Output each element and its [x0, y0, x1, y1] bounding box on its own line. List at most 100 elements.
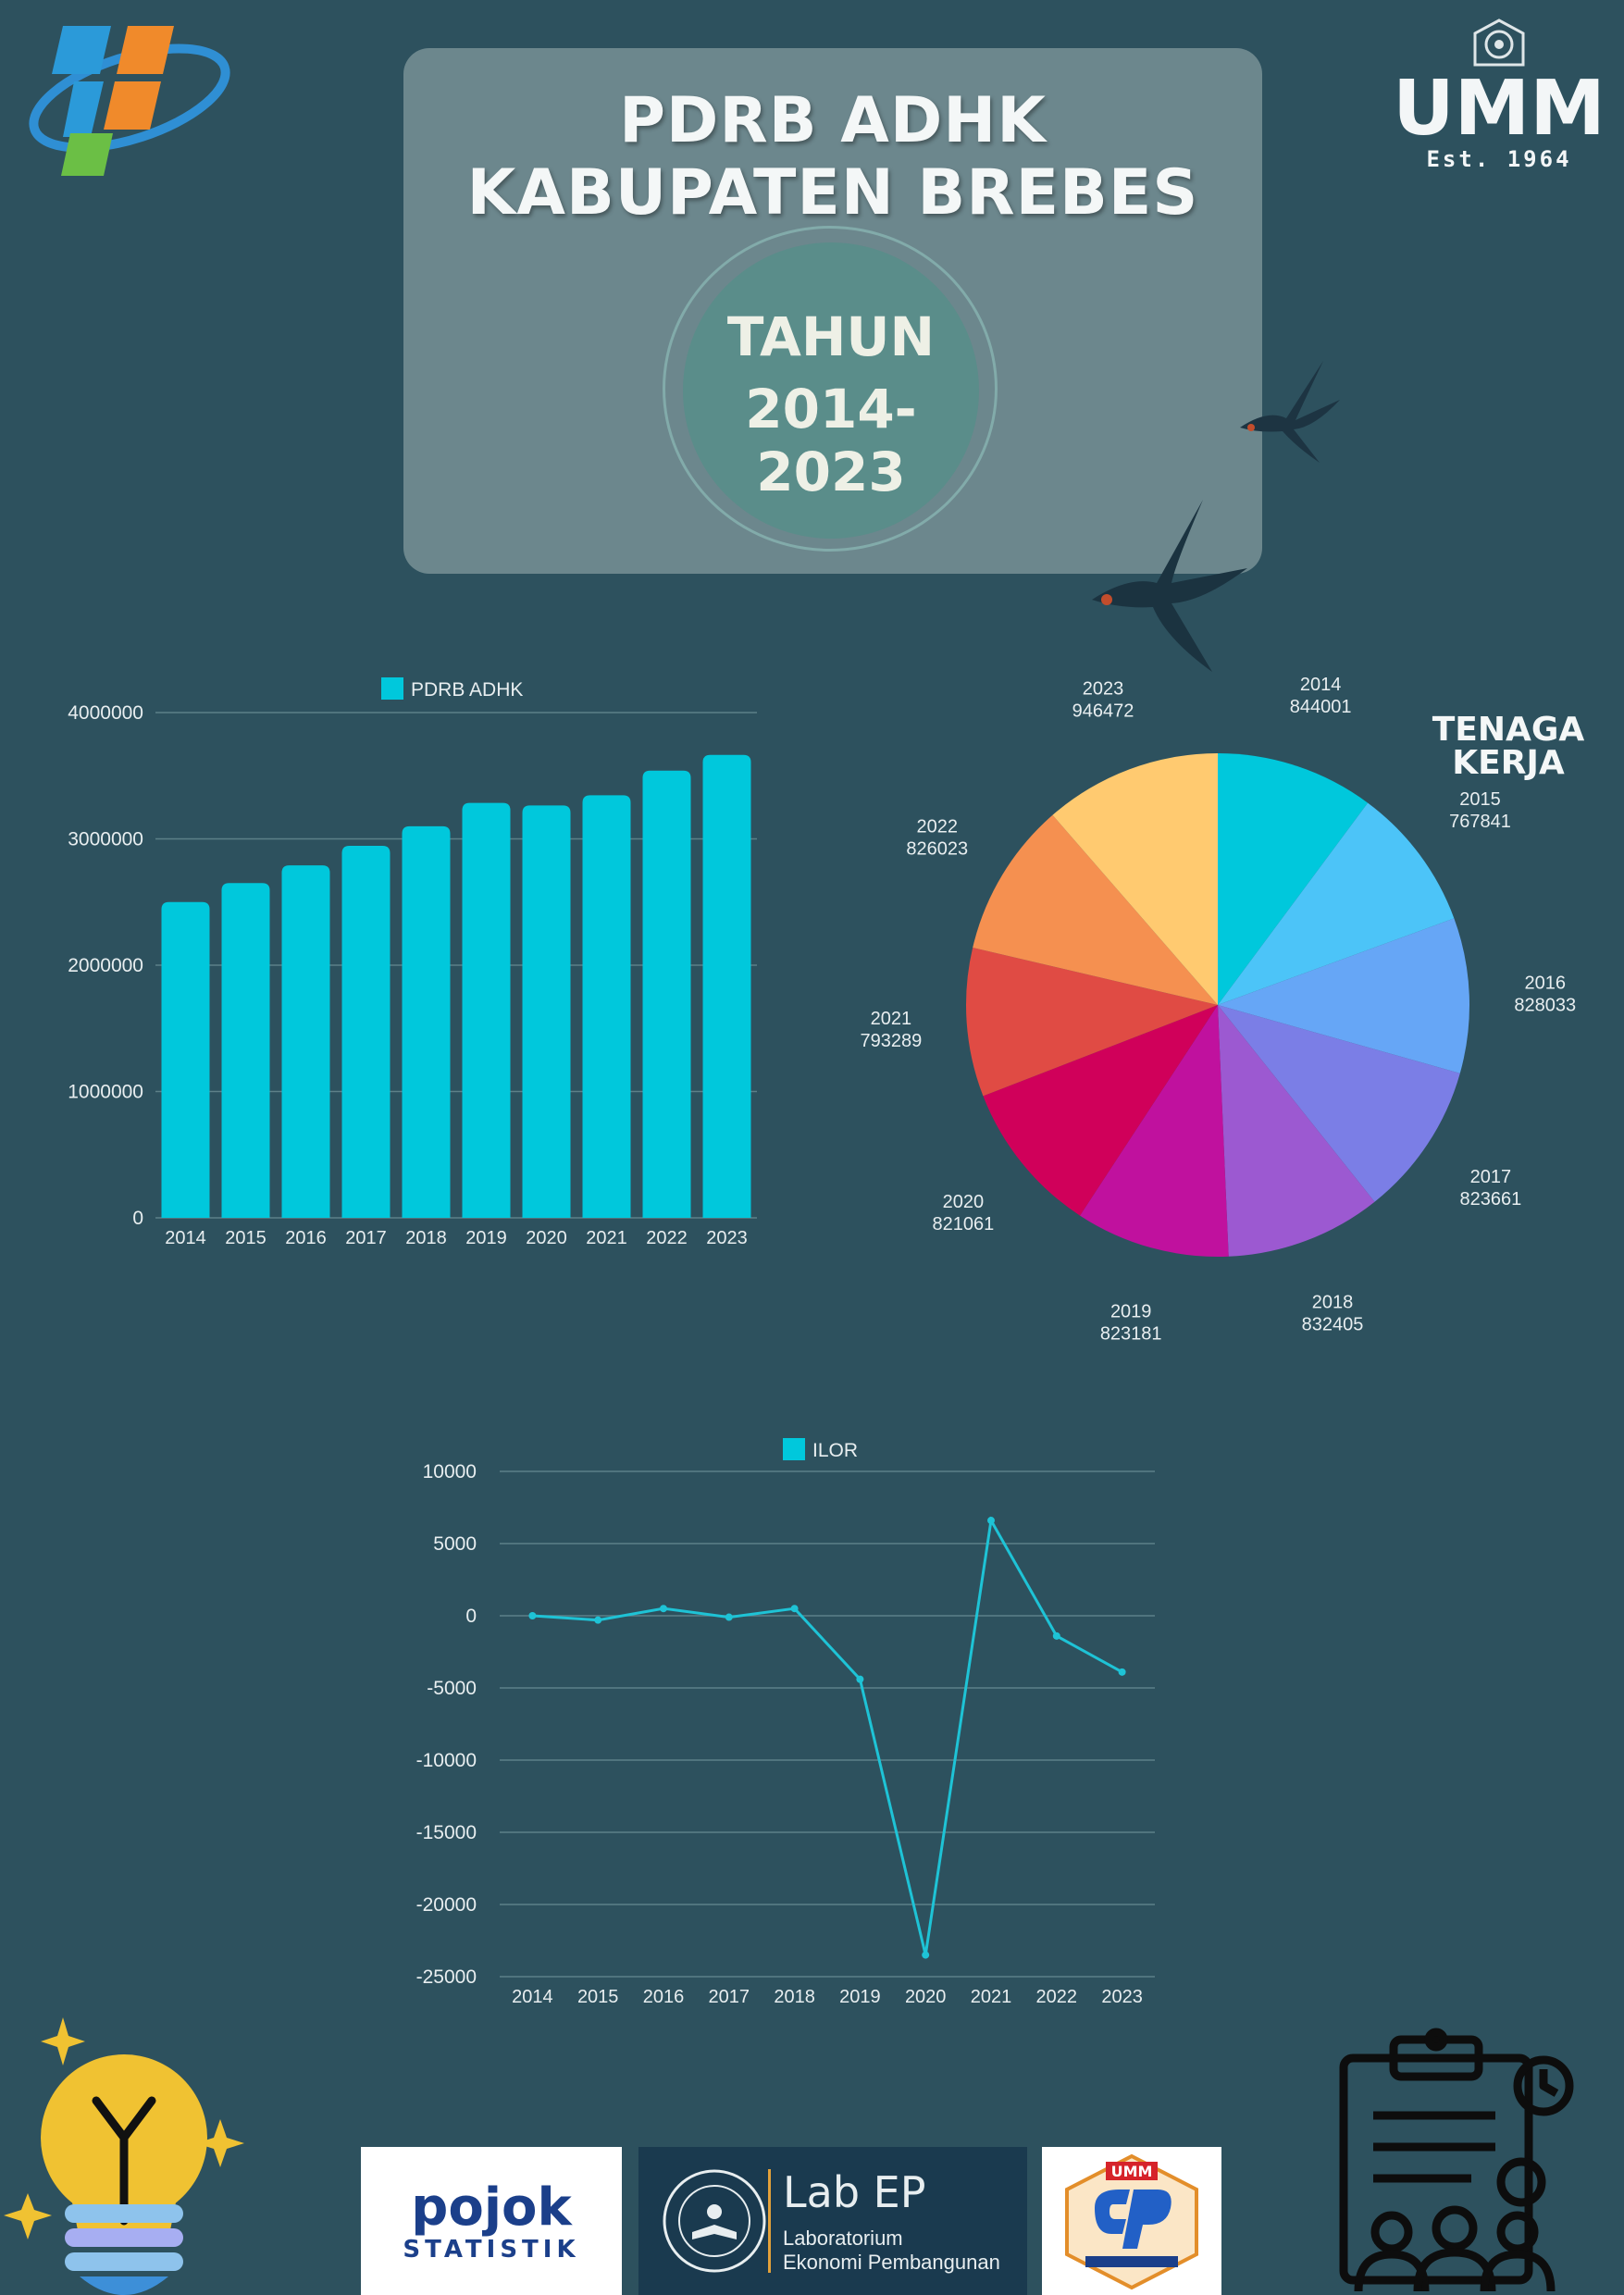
title-line-2: KABUPATEN BREBES [466, 156, 1199, 230]
pojok-logo-word: pojok [411, 2177, 572, 2238]
umm-established: Est. 1964 [1426, 146, 1572, 172]
ilor-data-point [856, 1675, 864, 1683]
bar-x-tick-label: 2023 [706, 1228, 748, 1248]
pie-slice-value-label: 823181 [1100, 1323, 1162, 1344]
bar-y-tick-label: 1000000 [68, 1082, 143, 1103]
clipboard-team-icon [1339, 2028, 1574, 2292]
line-y-tick-label: -20000 [416, 1894, 477, 1916]
pie-slice-value-label: 844001 [1290, 697, 1352, 717]
bar [221, 883, 270, 1218]
line-legend-label: ILOR [812, 1440, 858, 1461]
pie-slice-year-label: 2015 [1459, 789, 1501, 810]
lab-brand: Lab EP [783, 2167, 926, 2217]
bps-logo [29, 26, 230, 176]
bar-y-tick-label: 2000000 [68, 955, 143, 976]
pie-heading-line-2: KERJA [1452, 744, 1565, 782]
line-x-tick-label: 2016 [643, 1987, 685, 2007]
pie-slice-value-label: 793289 [860, 1031, 922, 1051]
pie-slice [983, 1005, 1218, 1216]
title-line-1: PDRB ADHK [619, 84, 1047, 157]
lab-divider [768, 2169, 771, 2273]
bar [161, 901, 210, 1218]
umm-logo: UMM Est. 1964 [1388, 15, 1610, 172]
pie-slice [1218, 1005, 1460, 1202]
bar [281, 865, 330, 1218]
pie-slice-value-label: 823661 [1459, 1189, 1521, 1210]
pie-slice-value-label: 826023 [906, 838, 968, 859]
line-x-tick-label: 2023 [1101, 1987, 1143, 2007]
line-x-tick-label: 2014 [512, 1987, 553, 2007]
bar-x-tick-label: 2021 [586, 1228, 627, 1248]
ilor-data-point [1052, 1631, 1060, 1640]
ilor-data-point [790, 1605, 799, 1613]
bar [582, 795, 631, 1218]
line-x-tick-label: 2019 [839, 1987, 881, 2007]
page-title: PDRB ADHK KABUPATEN BREBES [403, 85, 1262, 230]
year-ring [663, 226, 998, 552]
umm-seal-icon [1473, 19, 1525, 67]
line-x-tick-label: 2021 [971, 1987, 1012, 2007]
bar [522, 805, 571, 1218]
ilor-data-point [528, 1612, 537, 1619]
pie-slice-year-label: 2019 [1110, 1301, 1152, 1321]
pie-slice-value-label: 821061 [933, 1214, 995, 1234]
bar-legend-label: PDRB ADHK [411, 679, 523, 701]
ilor-data-point [987, 1517, 995, 1525]
pie-slice-year-label: 2022 [917, 816, 959, 837]
line-x-tick-label: 2020 [905, 1987, 947, 2007]
pie-slice-year-label: 2017 [1470, 1167, 1512, 1187]
bar-legend-swatch [381, 677, 403, 700]
pie-slice-value-label: 767841 [1449, 812, 1511, 832]
pie-slice [966, 947, 1218, 1097]
bar-x-tick-label: 2020 [526, 1228, 567, 1248]
ep-badge-icon: UMM [1065, 2153, 1198, 2290]
line-y-tick-label: -25000 [416, 1966, 477, 1988]
pie-slice [1052, 753, 1218, 1005]
ilor-series-line [532, 1516, 1123, 1955]
line-y-tick-label: 5000 [433, 1533, 477, 1555]
line-y-tick-label: -15000 [416, 1822, 477, 1843]
lab-ep-logo: Lab EP Laboratorium Ekonomi Pembangunan [638, 2147, 1027, 2295]
lab-line-1: Laboratorium [783, 2227, 903, 2250]
ep-umm-logo: UMM [1042, 2147, 1221, 2295]
bar [642, 770, 691, 1218]
pie-slice-year-label: 2023 [1083, 678, 1124, 699]
pie-slice [1218, 753, 1369, 1005]
lightbulb-icon [4, 2017, 244, 2295]
bar [462, 802, 511, 1218]
line-x-tick-label: 2017 [709, 1987, 750, 2007]
bar [402, 825, 451, 1218]
line-y-tick-label: 0 [465, 1606, 477, 1627]
line-x-tick-label: 2022 [1036, 1987, 1078, 2007]
line-legend-swatch [783, 1438, 805, 1460]
bar-x-tick-label: 2015 [225, 1228, 267, 1248]
line-y-tick-label: 10000 [423, 1461, 477, 1482]
lab-line-2: Ekonomi Pembangunan [783, 2251, 1000, 2274]
ilor-data-point [660, 1605, 667, 1613]
ilor-data-point [725, 1613, 733, 1621]
bar-x-tick-label: 2022 [646, 1228, 688, 1248]
bar-x-tick-label: 2014 [165, 1228, 206, 1248]
pie-slice-value-label: 946472 [1072, 701, 1134, 721]
ilor-data-point [1118, 1668, 1126, 1676]
ilor-data-point [922, 1951, 930, 1959]
ilor-data-point [594, 1616, 602, 1624]
period-range: 2014-2023 [745, 378, 917, 503]
pie-slice-year-label: 2021 [871, 1009, 912, 1029]
pojok-statistik-logo: pojok STATISTIK [361, 2147, 622, 2295]
statistik-logo-word: STATISTIK [403, 2236, 580, 2264]
pie-slice-year-label: 2016 [1524, 973, 1566, 993]
pie-slice-year-label: 2020 [943, 1192, 985, 1212]
bar [702, 754, 751, 1218]
pie-slice [973, 814, 1218, 1005]
pie-slice-value-label: 832405 [1302, 1315, 1364, 1335]
line-x-tick-label: 2015 [577, 1987, 619, 2007]
pie-heading-line-1: TENAGA [1432, 711, 1585, 749]
bar-x-tick-label: 2018 [405, 1228, 447, 1248]
bar-y-tick-label: 4000000 [68, 702, 143, 724]
pie-slice [1218, 918, 1470, 1073]
pie-slice-year-label: 2014 [1300, 675, 1342, 695]
bar-x-tick-label: 2017 [345, 1228, 387, 1248]
line-y-tick-label: -10000 [416, 1750, 477, 1771]
year-circle [683, 242, 979, 539]
